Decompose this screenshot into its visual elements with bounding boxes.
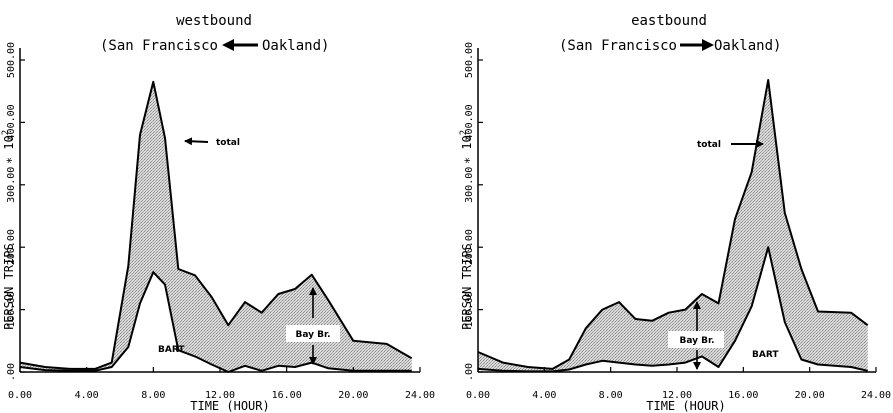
y-tick-label: .00 <box>6 363 17 381</box>
bay-bridge-band <box>478 80 868 372</box>
eastbound-chart: eastbound (San Francisco Oakland) PERSON… <box>459 13 891 413</box>
x-tick-label: 24.00 <box>405 390 435 401</box>
total-line <box>477 79 869 370</box>
svg-text:total: total <box>697 140 721 150</box>
y-tick-label: 400.00 <box>6 104 17 140</box>
arrow-right-icon <box>680 39 714 51</box>
y-tick-label: .00 <box>464 363 475 381</box>
y-tick-label: 200.00 <box>464 229 475 265</box>
total-line <box>19 80 413 370</box>
arrow-left-icon <box>222 39 258 51</box>
y-axis-title: PERSON TRIPS <box>460 243 474 330</box>
x-tick-label: 0.00 <box>8 390 32 401</box>
svg-text:∗ 102: ∗ 102 <box>459 130 474 164</box>
x-axis-title: TIME (HOUR) <box>190 399 269 413</box>
y-unit-label: ∗ 102 <box>1 130 16 164</box>
y-axis-title: PERSON TRIPS <box>2 243 16 330</box>
bart-line <box>477 246 868 373</box>
x-tick-label: 8.00 <box>599 390 623 401</box>
bay-bridge-annotation: Bay Br. <box>668 301 724 370</box>
x-tick-label: 16.00 <box>272 390 302 401</box>
svg-text:PERSON TRIPS: PERSON TRIPS <box>2 243 16 330</box>
x-tick-label: 8.00 <box>141 390 165 401</box>
subtitle-to: Oakland) <box>714 38 781 54</box>
x-tick-label: 12.00 <box>205 390 235 401</box>
subtitle-from: (San Francisco <box>100 38 218 54</box>
x-tick-label: 24.00 <box>861 390 891 401</box>
y-tick-label: 300.00 <box>464 167 475 203</box>
bart-line <box>19 271 412 373</box>
x-tick-label: 4.00 <box>75 390 99 401</box>
svg-text:Bay Br.: Bay Br. <box>295 330 330 340</box>
svg-text:total: total <box>216 138 240 148</box>
chart-title: eastbound <box>631 13 707 29</box>
y-tick-label: 100.00 <box>6 292 17 328</box>
total-annotation: total <box>697 140 764 150</box>
svg-text:∗ 102: ∗ 102 <box>1 130 16 164</box>
x-tick-label: 0.00 <box>466 390 490 401</box>
y-tick-label: 500.00 <box>464 42 475 78</box>
bay-bridge-annotation: Bay Br. <box>286 287 340 365</box>
bart-annotation: BART <box>752 350 779 360</box>
y-tick-label: 200.00 <box>6 229 17 265</box>
chart-title: westbound <box>176 13 252 29</box>
bay-bridge-band <box>20 81 412 373</box>
x-tick-label: 20.00 <box>795 390 825 401</box>
y-tick-label: 500.00 <box>6 42 17 78</box>
subtitle-from: (San Francisco <box>559 38 677 54</box>
y-tick-label: 300.00 <box>6 167 17 203</box>
westbound-chart: westbound (San Francisco Oakland) PERSON… <box>1 13 435 413</box>
x-tick-label: 20.00 <box>338 390 368 401</box>
bart-annotation: BART <box>158 345 185 355</box>
x-tick-label: 4.00 <box>532 390 556 401</box>
y-tick-label: 400.00 <box>464 104 475 140</box>
x-tick-label: 16.00 <box>728 390 758 401</box>
y-tick-label: 100.00 <box>464 292 475 328</box>
y-unit-label: ∗ 102 <box>459 130 474 164</box>
svg-text:PERSON TRIPS: PERSON TRIPS <box>460 243 474 330</box>
x-axis-title: TIME (HOUR) <box>646 399 725 413</box>
x-tick-label: 12.00 <box>662 390 692 401</box>
total-annotation: total <box>184 137 240 148</box>
subtitle-to: Oakland) <box>262 38 329 54</box>
svg-text:Bay Br.: Bay Br. <box>679 336 714 346</box>
